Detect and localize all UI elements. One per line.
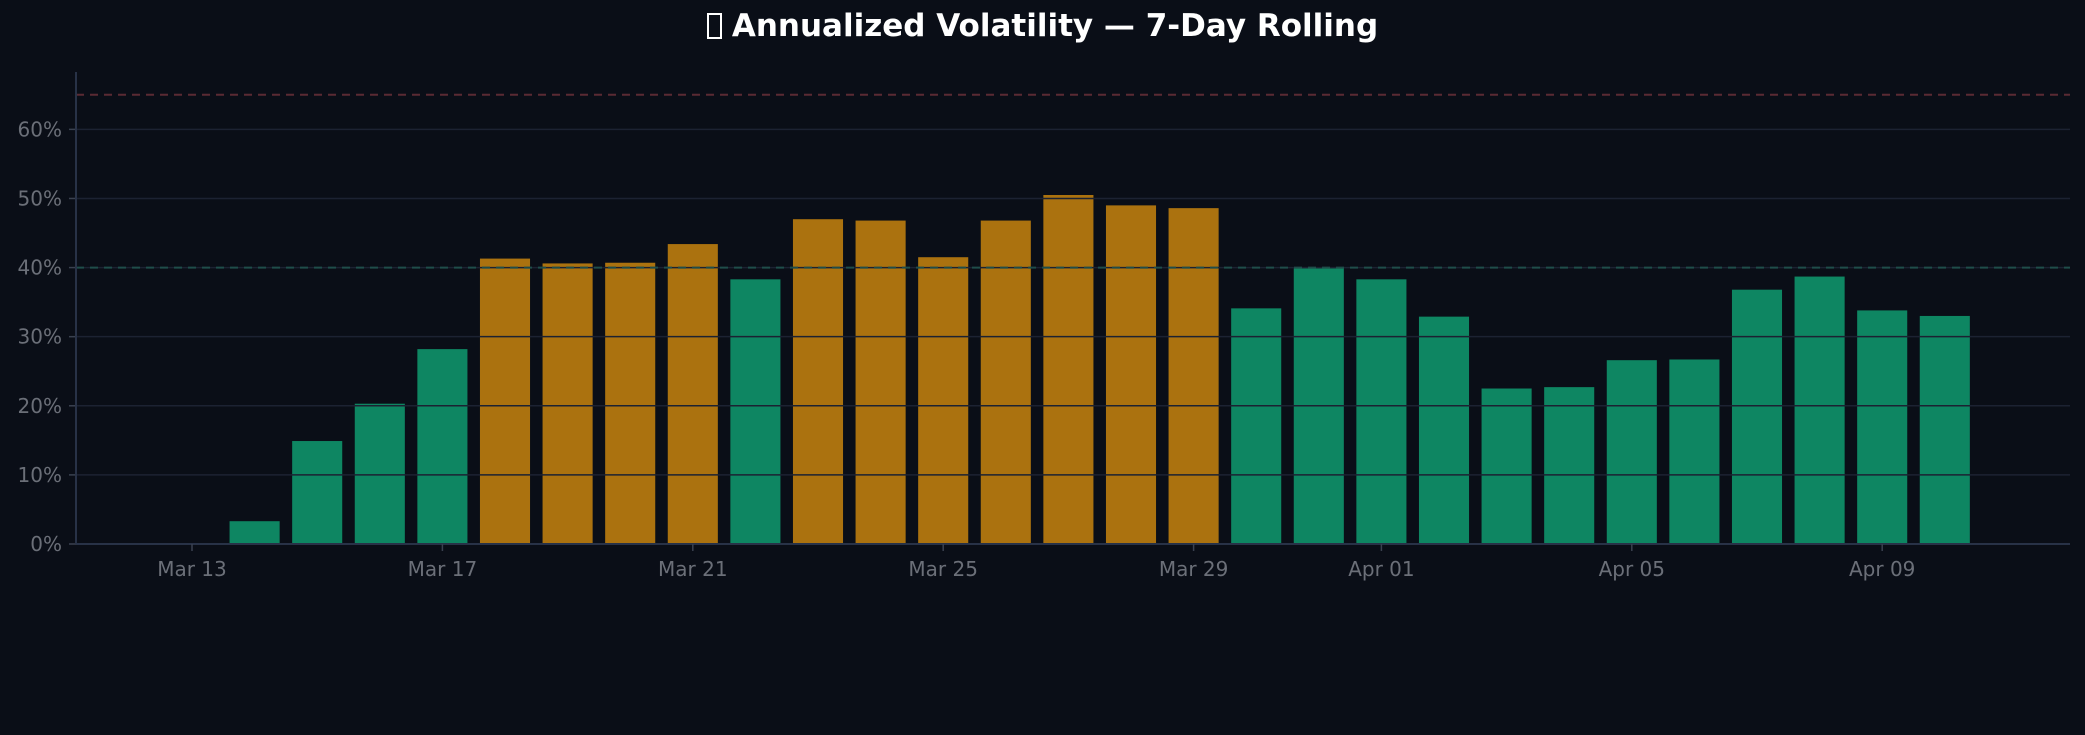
bar [667, 244, 718, 544]
x-tick-label: Mar 21 [658, 557, 728, 581]
bar [855, 220, 906, 545]
missing-glyph-icon [706, 13, 722, 39]
x-tick-label: Apr 01 [1348, 557, 1414, 581]
bar [479, 258, 531, 544]
x-tick-label: Apr 05 [1599, 557, 1665, 581]
y-tick-label: 0% [30, 532, 62, 556]
x-tick-label: Mar 17 [408, 557, 478, 581]
bar [980, 220, 1031, 545]
y-tick-label: 50% [18, 186, 62, 210]
bar [1356, 279, 1407, 544]
bar [1544, 387, 1595, 544]
y-tick-label: 10% [18, 463, 62, 487]
bar [605, 262, 656, 544]
bar [1606, 360, 1657, 544]
bar [417, 349, 468, 544]
bar [354, 403, 405, 544]
chart-title: Annualized Volatility — 7-Day Rolling [0, 8, 2085, 44]
x-tick-label: Mar 13 [157, 557, 227, 581]
x-tick-label: Apr 09 [1849, 557, 1915, 581]
x-tick-label: Mar 25 [908, 557, 978, 581]
bar [1418, 316, 1470, 544]
y-tick-label: 60% [18, 117, 62, 141]
bar [229, 521, 280, 544]
y-tick-label: 20% [18, 394, 62, 418]
y-tick-label: 40% [18, 256, 62, 280]
bar [1168, 208, 1219, 544]
chart-title-text: Annualized Volatility — 7-Day Rolling [731, 8, 1379, 44]
bar [1857, 310, 1908, 544]
bar [792, 219, 844, 544]
x-tick-label: Mar 29 [1159, 557, 1229, 581]
bar [1794, 276, 1845, 544]
y-tick-label: 30% [18, 325, 62, 349]
bar [1919, 315, 1970, 544]
bar [1043, 195, 1094, 544]
bar [292, 441, 343, 544]
bar [730, 279, 781, 544]
bar [1731, 289, 1783, 544]
bar [1669, 359, 1720, 544]
bar [1105, 205, 1157, 544]
bar [1231, 308, 1282, 544]
bar [918, 257, 969, 544]
bar [542, 263, 593, 544]
bar [1481, 388, 1532, 544]
